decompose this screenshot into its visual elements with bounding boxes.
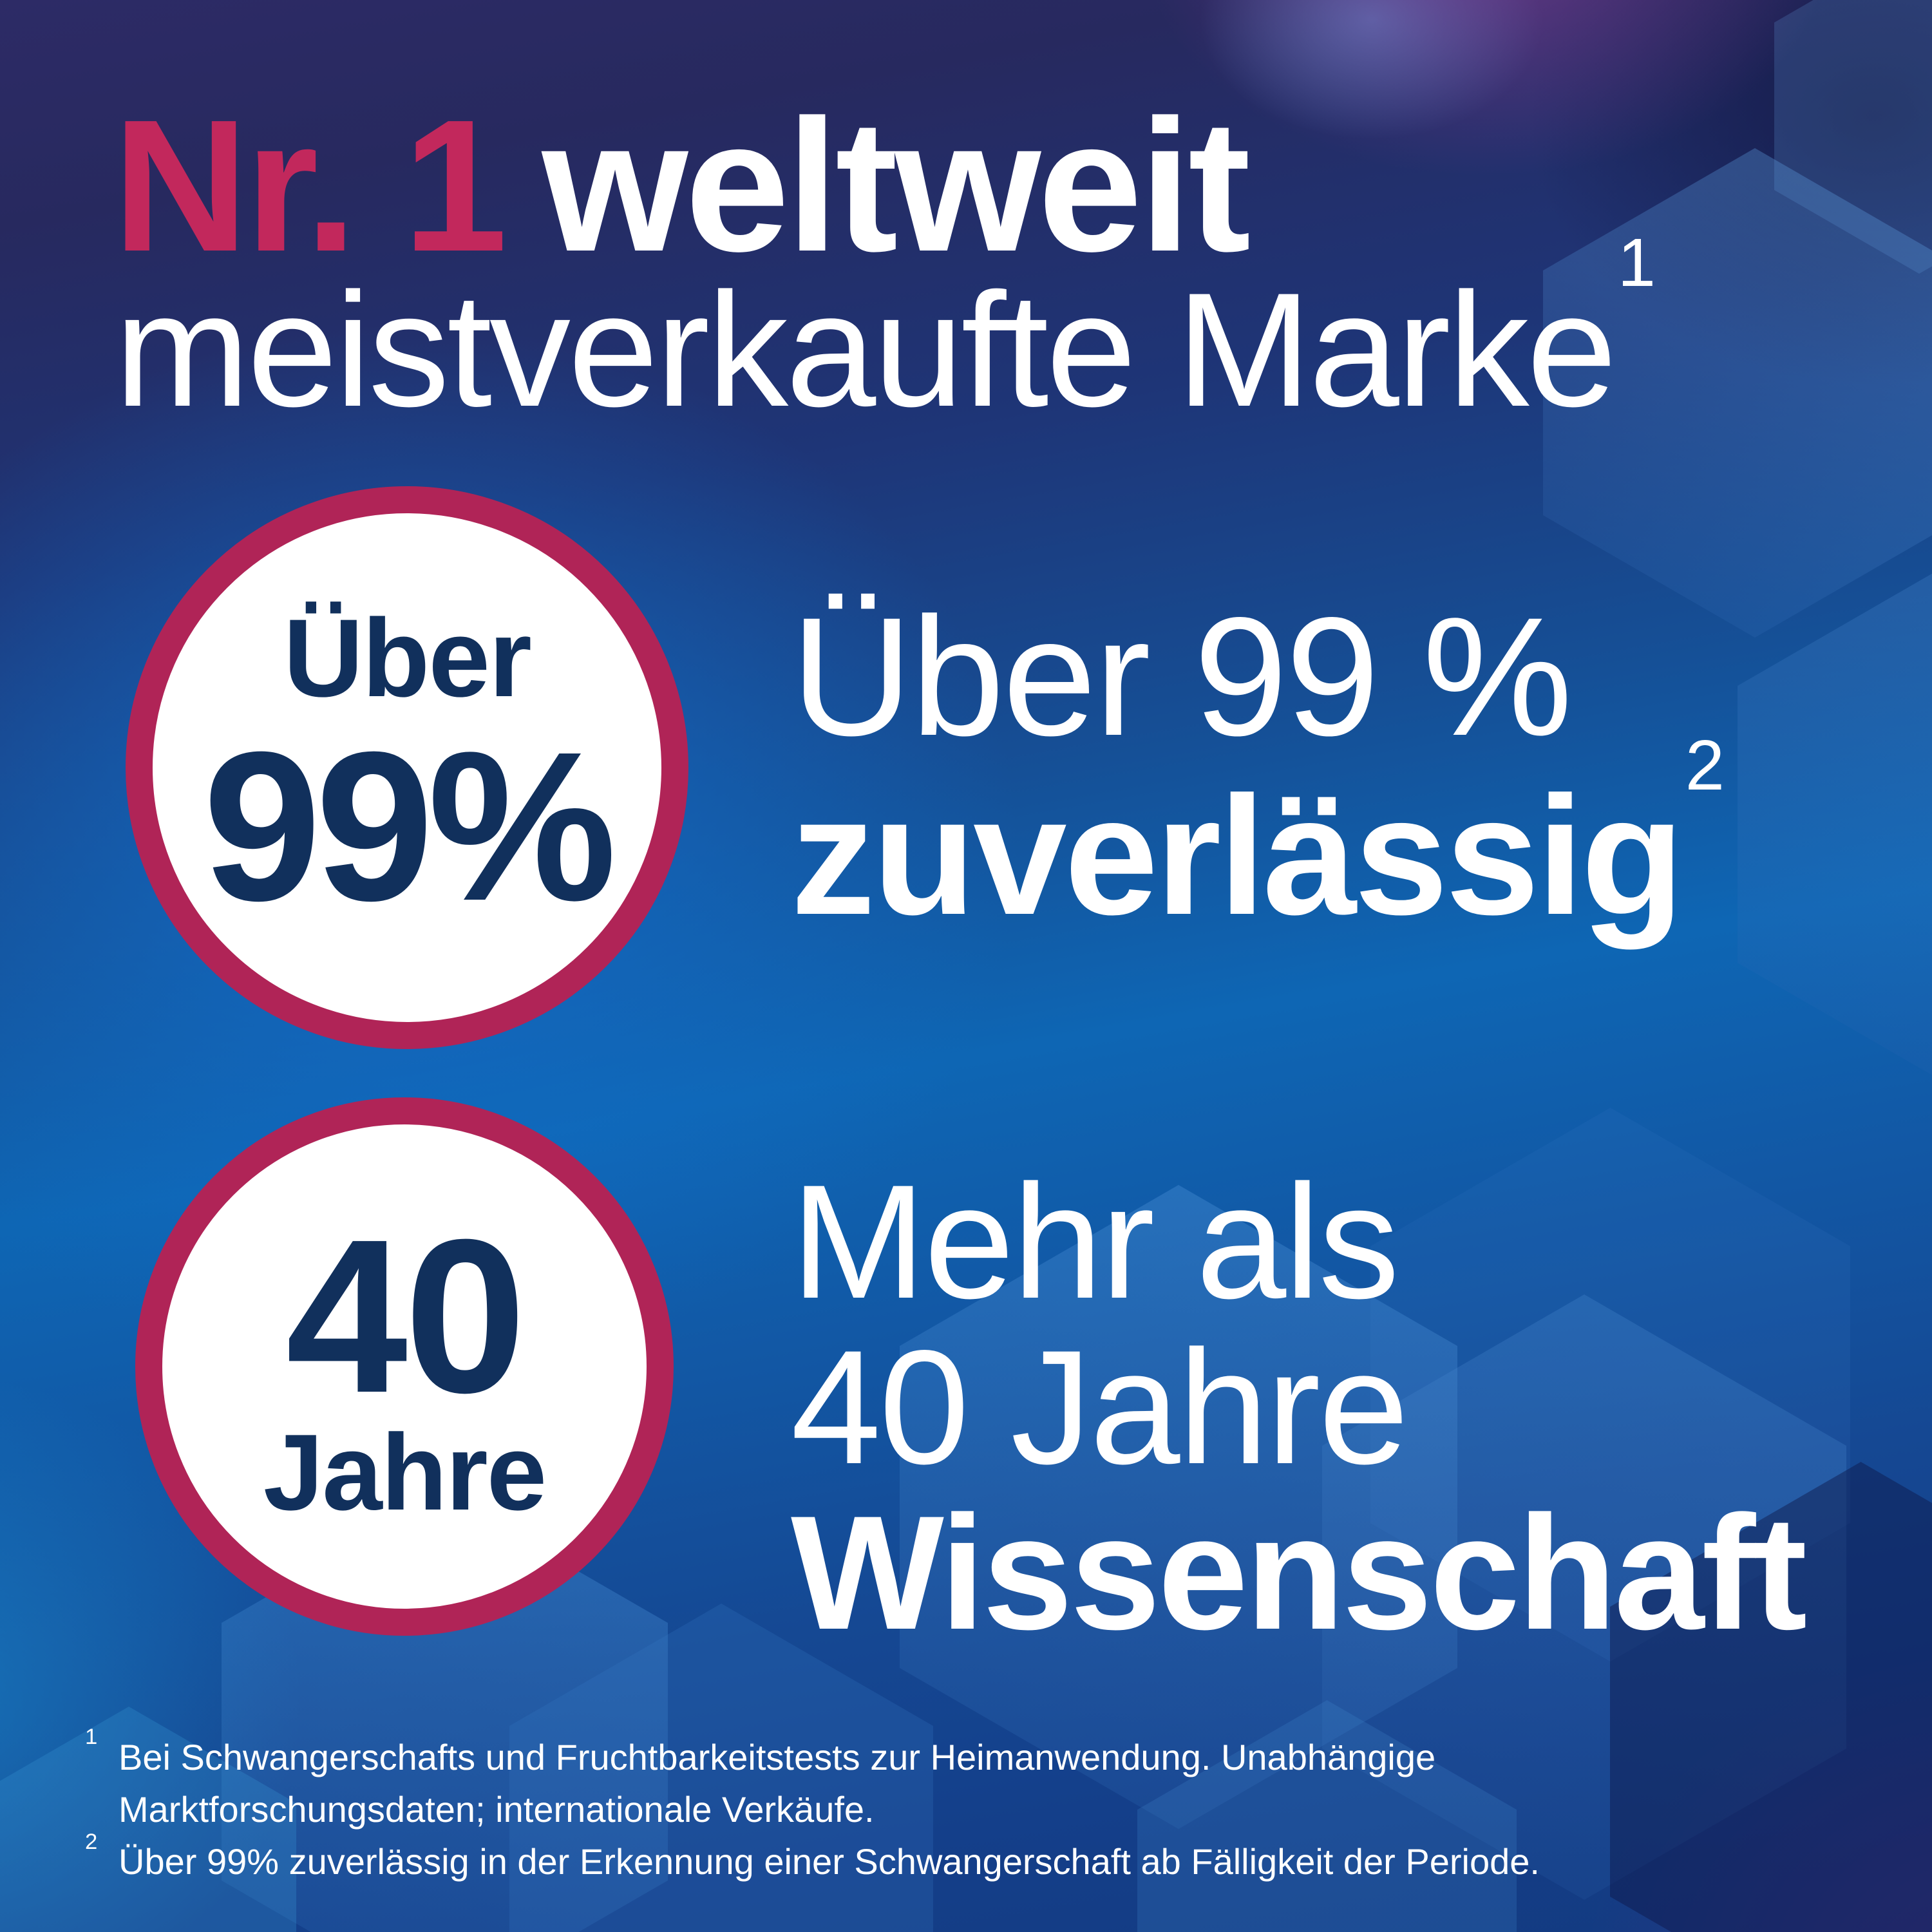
claim-reliability-footnote-ref: 2 [1685, 725, 1725, 805]
claim-reliability-line1: Über 99 % [791, 582, 1573, 771]
footnote-1-line2: Marktforschungsdaten; internationale Ver… [118, 1789, 875, 1830]
claim-reliability-line2-text: zuverlässig [791, 761, 1684, 950]
claim-reliability-line2: zuverlässig2 [791, 730, 1725, 945]
claim-science-line2: 40 Jahre [791, 1317, 1409, 1499]
claim-science-line1: Mehr als [791, 1151, 1399, 1332]
footnote-1-marker: 1 [85, 1725, 98, 1750]
subheadline-text: meistverkaufte Marke [115, 260, 1617, 440]
footnote-1-line1: Bei Schwangerschafts und Fruchtbarkeitst… [118, 1737, 1436, 1777]
footnotes: 1 Bei Schwangerschafts und Fruchtbarkeit… [85, 1726, 1540, 1888]
footnote-2-line1: Über 99% zuverlässig in der Erkennung ei… [118, 1841, 1540, 1882]
hexagon-decoration [1322, 1294, 1846, 1900]
headline: Nr. 1 weltweit [113, 91, 1251, 279]
badge-99-value: 99% [203, 707, 616, 945]
footnote-2: 2 Über 99% zuverlässig in der Erkennung … [85, 1831, 1540, 1888]
headline-accent-text: Nr. 1 [113, 80, 507, 290]
badge-40-label: Jahre [263, 1412, 547, 1533]
footnote-2-marker: 2 [85, 1829, 98, 1854]
badge-40-value: 40 [285, 1194, 526, 1439]
claim-science-line3: Wissenschaft [791, 1482, 1807, 1664]
claim-reliability: Über 99 % zuverlässig2 [791, 582, 1725, 945]
subheadline: meistverkaufte Marke1 [115, 229, 1656, 431]
badge-40-years: 40 Jahre [135, 1097, 674, 1636]
footnote-1: 1 Bei Schwangerschafts und Fruchtbarkeit… [85, 1726, 1540, 1835]
claim-science: Mehr als 40 Jahre Wissenschaft [791, 1151, 1807, 1664]
badge-99-top-label: Über [283, 596, 532, 720]
badge-99-percent: Über 99% [126, 486, 688, 1049]
headline-rest-text: weltweit [542, 80, 1251, 290]
subheadline-footnote-ref: 1 [1618, 225, 1656, 301]
